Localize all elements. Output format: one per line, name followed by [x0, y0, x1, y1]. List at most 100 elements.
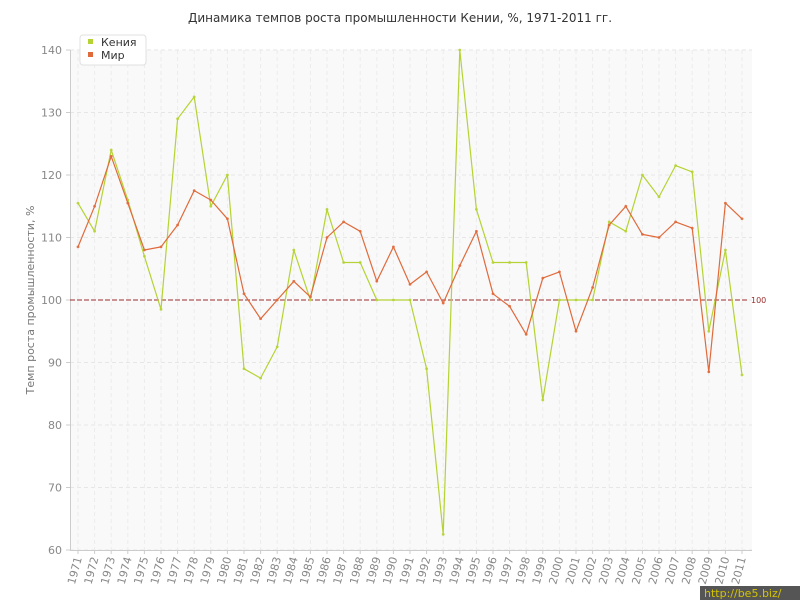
data-point-world[interactable]	[109, 154, 113, 158]
data-point-world[interactable]	[226, 217, 229, 221]
data-point-kenya[interactable]	[558, 298, 561, 302]
data-point-kenya[interactable]	[109, 148, 113, 152]
data-point-kenya[interactable]	[275, 345, 279, 349]
data-point-world[interactable]	[275, 298, 279, 302]
data-point-kenya[interactable]	[325, 207, 329, 211]
data-point-kenya[interactable]	[508, 261, 511, 264]
data-point-kenya[interactable]	[624, 229, 628, 233]
data-point-kenya[interactable]	[690, 170, 694, 174]
y-tick-label: 80	[48, 419, 62, 432]
legend-label-world: Мир	[101, 49, 125, 62]
chart-title: Динамика темпов роста промышленности Кен…	[188, 11, 612, 25]
x-tick-label: 2011	[729, 555, 749, 585]
watermark[interactable]: http://be5.biz/	[704, 587, 782, 600]
data-point-world[interactable]	[690, 226, 694, 230]
data-point-world[interactable]	[126, 201, 130, 205]
data-point-kenya[interactable]	[740, 373, 744, 377]
data-point-world[interactable]	[607, 223, 611, 227]
data-point-kenya[interactable]	[724, 248, 727, 252]
data-point-world[interactable]	[657, 236, 661, 239]
data-point-kenya[interactable]	[309, 298, 312, 302]
y-tick-label: 120	[41, 169, 62, 182]
y-tick-label: 90	[48, 357, 62, 370]
y-tick-label: 110	[41, 232, 62, 245]
data-point-world[interactable]	[259, 317, 262, 321]
data-point-kenya[interactable]	[76, 201, 80, 205]
data-point-world[interactable]	[342, 220, 345, 224]
data-point-world[interactable]	[558, 270, 561, 274]
data-point-world[interactable]	[392, 245, 395, 249]
data-point-world[interactable]	[358, 229, 362, 233]
data-point-world[interactable]	[641, 232, 644, 236]
data-point-world[interactable]	[674, 220, 677, 224]
data-point-world[interactable]	[475, 229, 478, 233]
data-point-world[interactable]	[76, 245, 80, 249]
data-point-kenya[interactable]	[93, 229, 96, 233]
data-point-world[interactable]	[458, 264, 462, 268]
data-point-world[interactable]	[740, 217, 744, 221]
data-point-kenya[interactable]	[707, 329, 711, 333]
data-point-kenya[interactable]	[574, 298, 578, 302]
data-point-world[interactable]	[176, 223, 180, 227]
reference-line-label: 100	[751, 296, 766, 305]
data-point-world[interactable]	[707, 370, 711, 374]
data-point-world[interactable]	[441, 301, 445, 305]
data-point-world[interactable]	[93, 204, 96, 208]
data-point-kenya[interactable]	[176, 117, 180, 121]
data-point-world[interactable]	[508, 304, 511, 308]
data-point-world[interactable]	[624, 204, 628, 208]
y-tick-label: 70	[48, 482, 62, 495]
data-point-kenya[interactable]	[192, 95, 196, 99]
x-axis: 1971197219731974197519761977197819791980…	[65, 550, 749, 586]
data-point-kenya[interactable]	[491, 261, 495, 264]
data-point-world[interactable]	[408, 282, 412, 286]
data-point-kenya[interactable]	[408, 298, 412, 302]
legend-label-kenya: Кения	[101, 36, 137, 49]
data-point-kenya[interactable]	[607, 220, 611, 224]
data-point-kenya[interactable]	[209, 204, 213, 208]
data-point-kenya[interactable]	[375, 298, 379, 302]
data-point-kenya[interactable]	[591, 298, 594, 302]
data-point-world[interactable]	[143, 248, 146, 252]
data-point-kenya[interactable]	[342, 261, 345, 264]
data-point-kenya[interactable]	[259, 376, 262, 380]
data-point-world[interactable]	[425, 270, 428, 274]
data-point-world[interactable]	[309, 295, 312, 299]
data-point-kenya[interactable]	[641, 173, 644, 177]
data-point-kenya[interactable]	[541, 398, 545, 402]
data-point-kenya[interactable]	[159, 307, 163, 311]
data-point-kenya[interactable]	[143, 254, 146, 258]
data-point-world[interactable]	[375, 279, 379, 283]
data-point-world[interactable]	[209, 198, 213, 202]
watermark-bg	[700, 586, 800, 600]
data-point-kenya[interactable]	[657, 195, 661, 199]
data-point-kenya[interactable]	[524, 261, 528, 264]
data-point-world[interactable]	[574, 329, 578, 333]
data-point-world[interactable]	[292, 279, 296, 283]
data-point-world[interactable]	[591, 286, 594, 289]
legend[interactable]: Кения Мир	[79, 34, 147, 66]
data-point-kenya[interactable]	[242, 367, 246, 371]
legend-swatch-world	[88, 52, 93, 57]
y-tick-label: 100	[41, 294, 62, 307]
data-point-kenya[interactable]	[441, 532, 445, 536]
data-point-world[interactable]	[491, 292, 495, 296]
data-point-world[interactable]	[192, 189, 196, 193]
y-tick-label: 130	[41, 107, 62, 120]
data-point-world[interactable]	[541, 276, 545, 280]
data-point-kenya[interactable]	[425, 367, 428, 371]
y-axis-label: Темп роста промышленности, %	[24, 206, 37, 396]
data-point-kenya[interactable]	[674, 164, 677, 168]
data-point-kenya[interactable]	[226, 173, 229, 177]
data-point-world[interactable]	[325, 236, 329, 239]
data-point-world[interactable]	[524, 332, 528, 336]
data-point-kenya[interactable]	[292, 248, 296, 252]
data-point-world[interactable]	[242, 292, 246, 296]
data-point-world[interactable]	[159, 245, 163, 249]
data-point-kenya[interactable]	[475, 207, 478, 211]
legend-box	[79, 34, 147, 66]
data-point-kenya[interactable]	[358, 261, 362, 264]
data-point-world[interactable]	[724, 201, 727, 205]
data-point-kenya[interactable]	[392, 298, 395, 302]
data-point-kenya[interactable]	[458, 48, 462, 52]
